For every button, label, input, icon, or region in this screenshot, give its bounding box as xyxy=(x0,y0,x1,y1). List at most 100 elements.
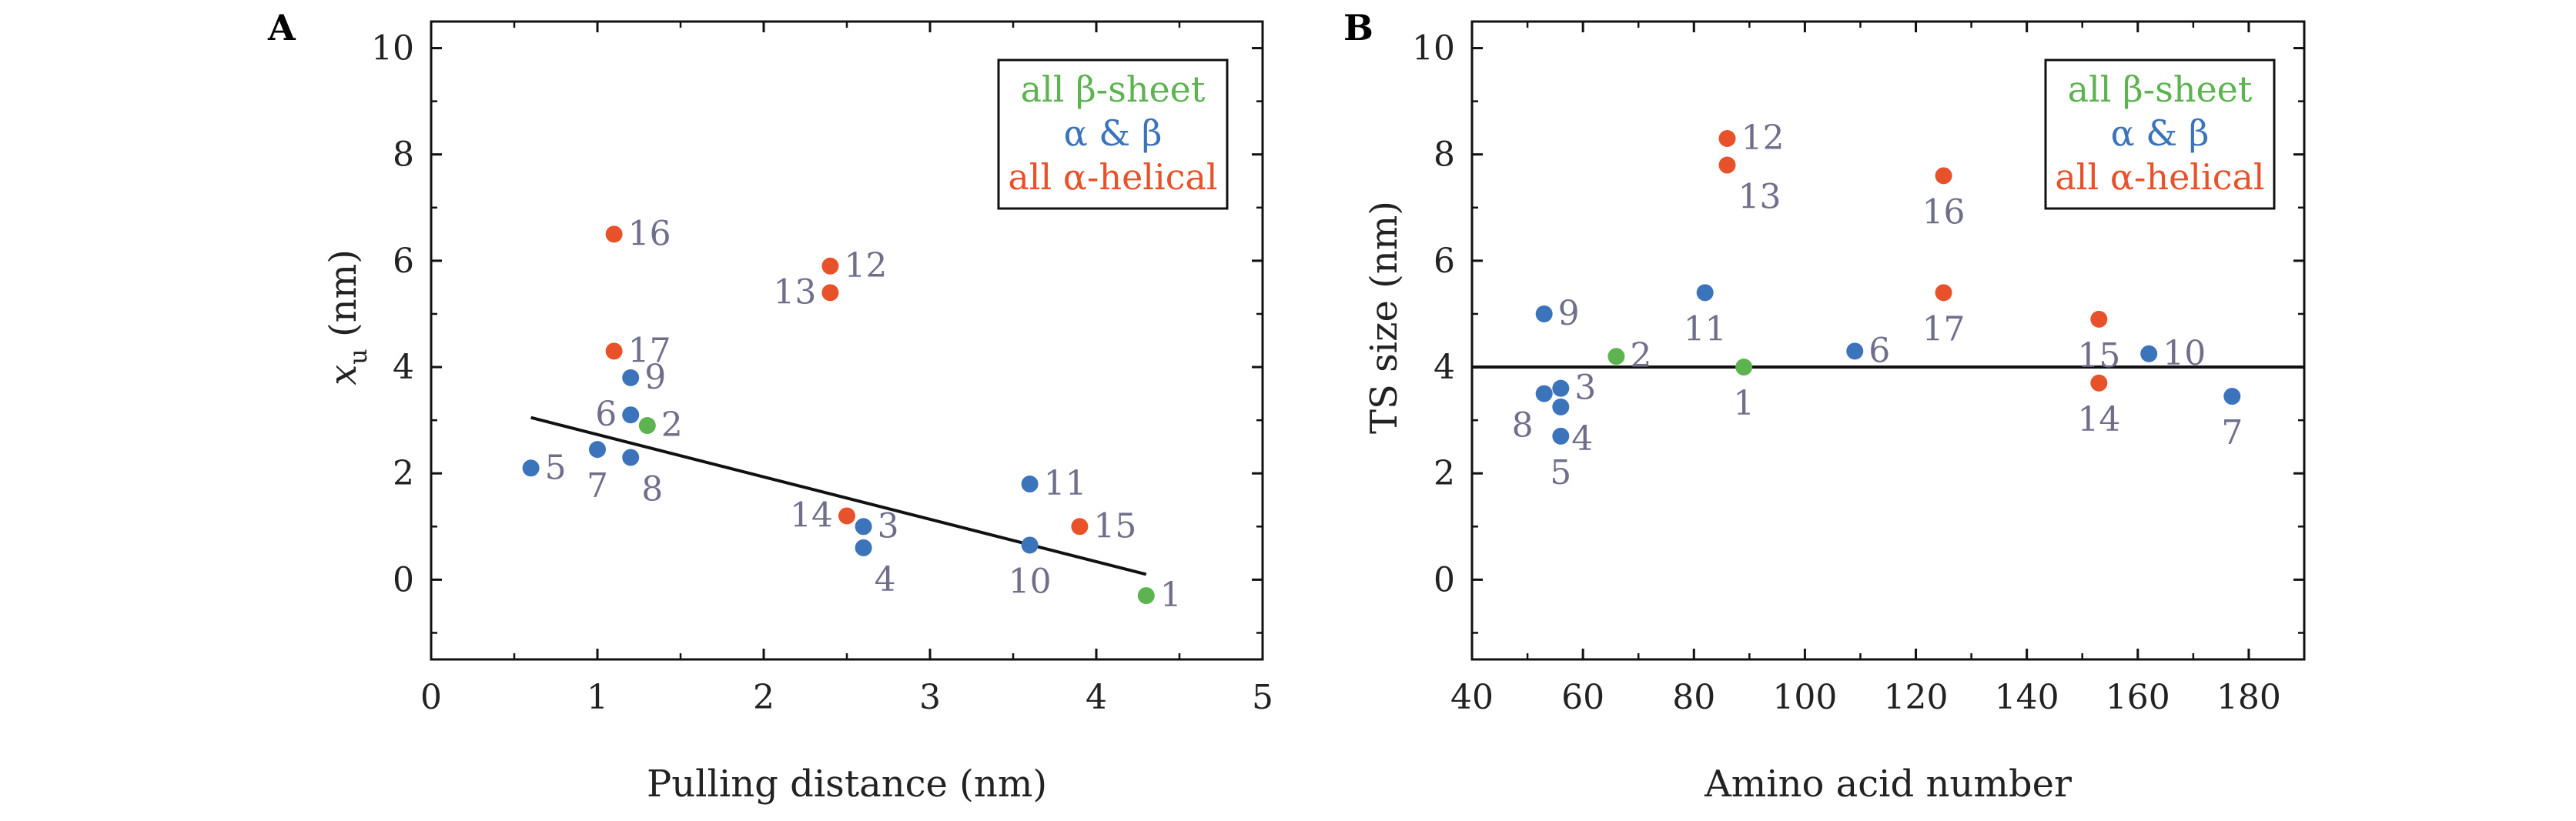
point-label-5: 5 xyxy=(1550,453,1571,492)
data-point-8 xyxy=(1535,385,1553,402)
y-tick-label: 10 xyxy=(371,29,414,68)
data-point-15 xyxy=(2090,310,2108,328)
x-tick-label: 120 xyxy=(1884,678,1949,717)
point-label-14: 14 xyxy=(790,496,833,535)
y-axis-label-sub: u xyxy=(343,349,373,365)
point-label-15: 15 xyxy=(2077,336,2120,375)
x-tick-label: 180 xyxy=(2216,678,2281,717)
data-point-16 xyxy=(1935,167,1952,185)
point-label-15: 15 xyxy=(1093,506,1136,546)
point-label-7: 7 xyxy=(587,466,608,506)
y-tick-label: 2 xyxy=(1434,454,1455,493)
panel-label: A xyxy=(267,7,296,48)
x-tick-label: 5 xyxy=(1252,678,1273,717)
data-point-6 xyxy=(622,406,640,424)
legend-entry-2: α & β xyxy=(1064,112,1163,154)
y-tick-label: 8 xyxy=(1434,135,1455,175)
y-axis-label-main: x xyxy=(322,365,365,385)
x-tick-label: 160 xyxy=(2106,678,2170,717)
y-axis-label-unit: (nm) xyxy=(322,249,365,349)
data-point-1 xyxy=(1137,587,1155,605)
point-label-1: 1 xyxy=(1733,384,1755,423)
data-point-5 xyxy=(522,459,540,477)
x-tick-label: 3 xyxy=(919,678,941,717)
data-point-12 xyxy=(1718,129,1736,147)
point-label-8: 8 xyxy=(641,469,663,509)
fit-line xyxy=(530,416,1147,576)
y-tick-label: 4 xyxy=(393,348,414,387)
y-tick-label: 10 xyxy=(1412,29,1455,68)
legend-entry-1: all β-sheet xyxy=(1021,68,1206,110)
x-tick-label: 60 xyxy=(1561,678,1604,717)
point-label-11: 11 xyxy=(1684,309,1727,349)
point-label-10: 10 xyxy=(1009,562,1052,601)
data-point-17 xyxy=(605,342,623,360)
data-point-16 xyxy=(605,225,623,243)
point-label-3: 3 xyxy=(878,506,899,546)
x-tick-label: 40 xyxy=(1450,678,1494,717)
x-tick-label: 2 xyxy=(753,678,774,717)
data-point-11 xyxy=(1021,476,1039,493)
data-point-9 xyxy=(1535,305,1553,322)
y-tick-label: 8 xyxy=(393,135,414,175)
y-tick-label: 6 xyxy=(393,242,414,281)
point-label-13: 13 xyxy=(773,272,816,312)
plot-frame xyxy=(1470,20,2306,661)
legend-entry-3: all α-helical xyxy=(2055,156,2264,198)
point-label-16: 16 xyxy=(628,214,671,253)
point-label-9: 9 xyxy=(1558,294,1580,333)
point-label-17: 17 xyxy=(1922,309,1965,349)
data-point-15 xyxy=(1071,518,1089,536)
y-tick-label: 0 xyxy=(393,560,414,599)
data-point-6 xyxy=(1846,342,1864,360)
data-point-2 xyxy=(638,417,656,435)
panel-b: B 40 60 80 100 120 140 160 180 0 2 4 6 8 10 Amino acid … xyxy=(1343,7,2306,806)
point-label-5: 5 xyxy=(545,448,567,487)
point-label-6: 6 xyxy=(595,395,617,434)
data-point-1 xyxy=(1735,359,1753,376)
legend-entry-2: α & β xyxy=(2111,112,2210,154)
x-tick-label: 0 xyxy=(420,678,442,717)
legend-entry-3: all α-helical xyxy=(1008,156,1217,198)
y-tick-label: 2 xyxy=(393,454,414,493)
data-point-8 xyxy=(622,449,640,466)
data-point-14 xyxy=(2090,374,2108,392)
data-point-12 xyxy=(821,257,839,275)
data-point-5 xyxy=(1552,427,1570,445)
y-axis-label-main: TS size (nm) xyxy=(1363,201,1406,434)
y-tick-label: 4 xyxy=(1434,348,1455,387)
legend-entry-1: all β-sheet xyxy=(2068,68,2253,110)
point-label-9: 9 xyxy=(644,358,666,397)
point-label-2: 2 xyxy=(661,405,683,445)
point-label-2: 2 xyxy=(1630,336,1651,375)
x-axis-label: Amino acid number xyxy=(1704,763,2072,806)
y-tick-label: 6 xyxy=(1434,242,1455,281)
data-point-4 xyxy=(1552,398,1570,416)
point-label-10: 10 xyxy=(2163,334,2206,373)
x-tick-label: 80 xyxy=(1672,678,1715,717)
data-point-7 xyxy=(589,441,606,459)
point-label-8: 8 xyxy=(1512,406,1534,446)
point-label-14: 14 xyxy=(2077,400,2120,439)
point-label-16: 16 xyxy=(1922,192,1965,232)
data-point-4 xyxy=(855,539,872,556)
point-label-13: 13 xyxy=(1738,178,1781,217)
point-label-12: 12 xyxy=(844,246,887,285)
data-point-3 xyxy=(1552,379,1570,397)
x-tick-label: 100 xyxy=(1772,678,1837,717)
y-tick-label: 0 xyxy=(1434,560,1455,599)
data-point-14 xyxy=(838,507,855,525)
point-label-7: 7 xyxy=(2221,413,2243,452)
data-point-9 xyxy=(622,369,640,386)
data-point-2 xyxy=(1607,348,1625,365)
point-label-6: 6 xyxy=(1868,331,1890,370)
legend-box xyxy=(997,58,1229,210)
point-label-12: 12 xyxy=(1741,118,1785,158)
data-point-13 xyxy=(821,284,839,302)
data-point-13 xyxy=(1718,156,1736,174)
x-tick-label: 140 xyxy=(1995,678,2059,717)
data-point-10 xyxy=(1021,536,1039,554)
y-axis-label: TS size (nm) xyxy=(1363,201,1406,434)
